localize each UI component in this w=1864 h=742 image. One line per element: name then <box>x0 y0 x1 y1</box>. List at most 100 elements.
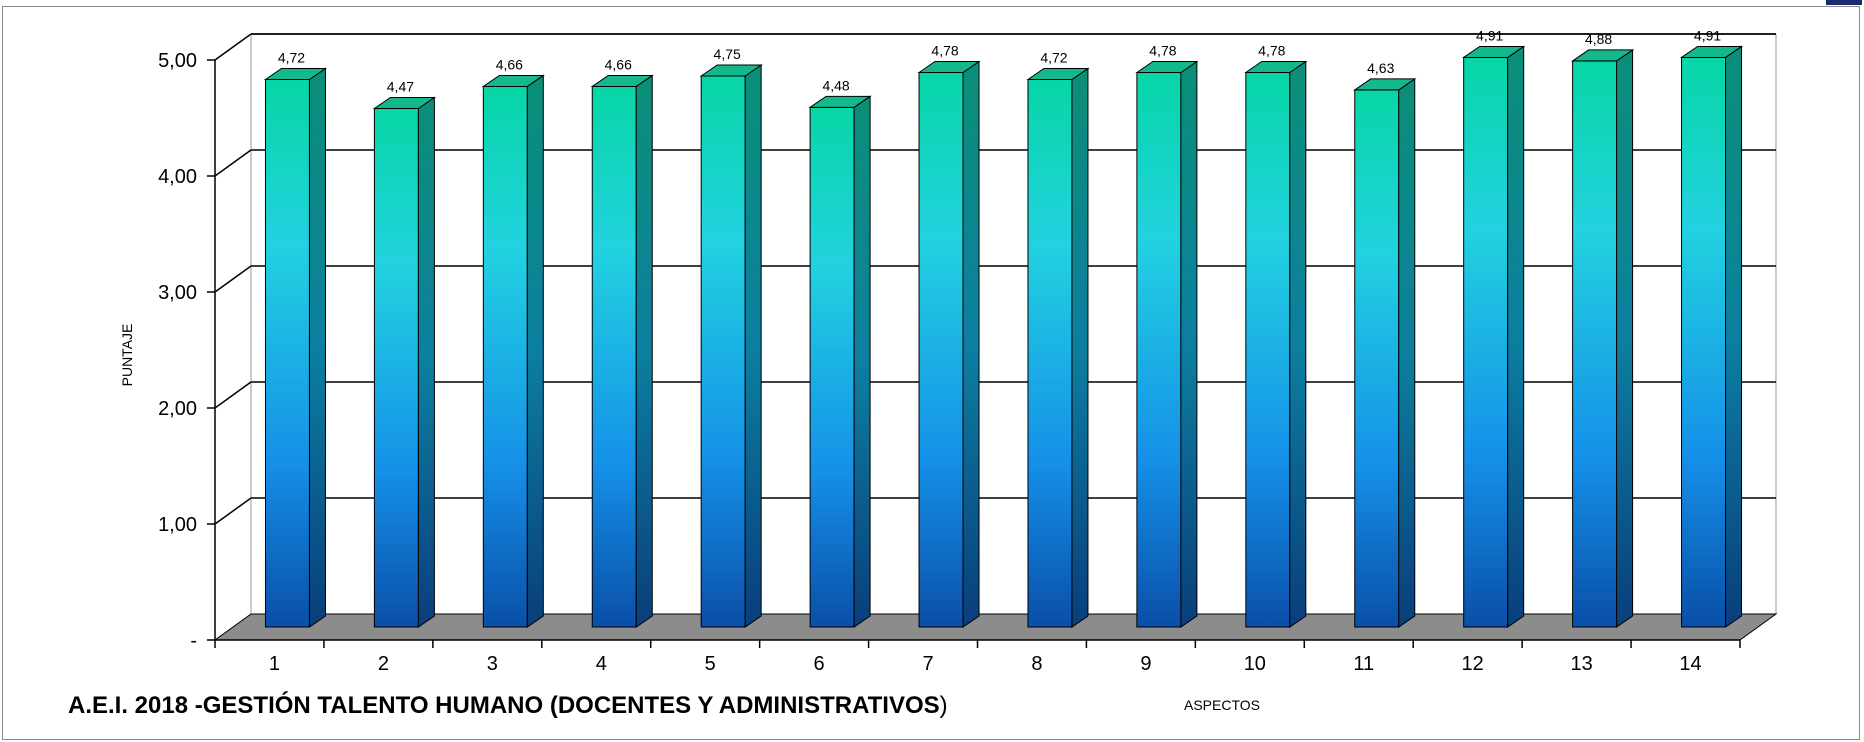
x-tick-label: 14 <box>1679 653 1701 675</box>
corner-logo-fragment <box>1826 0 1862 5</box>
bar-front <box>918 72 964 628</box>
bar-front <box>1354 89 1400 628</box>
y-tick-label: 4,00 <box>158 166 197 188</box>
bar-value-label: 4,78 <box>1149 43 1176 59</box>
bar-front <box>1245 72 1291 628</box>
y-tick-label: 2,00 <box>158 398 197 420</box>
bar <box>699 64 763 628</box>
bar-top <box>590 74 654 87</box>
x-tick-label: 1 <box>269 653 280 675</box>
bar-side <box>1616 48 1634 628</box>
bar-front <box>1136 72 1182 628</box>
gridline-depth <box>214 149 252 177</box>
bar-value-label: 4,75 <box>714 46 741 62</box>
x-tick-label: 4 <box>596 653 607 675</box>
bar-top <box>372 96 437 109</box>
bar-side <box>1507 45 1525 628</box>
bar-top <box>1135 61 1199 74</box>
bar <box>808 95 872 628</box>
x-tick-label: 11 <box>1353 653 1374 675</box>
bar-top <box>1353 78 1417 91</box>
x-tick-label: 2 <box>378 653 389 675</box>
bar <box>590 74 654 628</box>
bar <box>1462 45 1526 628</box>
bar-front <box>373 107 419 628</box>
bar <box>263 67 328 628</box>
x-tick-label: 5 <box>705 653 716 675</box>
bar-front <box>700 75 746 628</box>
bar <box>917 60 981 628</box>
x-tick-label: 8 <box>1031 653 1042 675</box>
bar-top <box>1026 67 1090 80</box>
bar-value-label: 4,72 <box>1040 49 1067 65</box>
bar <box>1026 67 1090 628</box>
bar-top <box>1679 45 1744 58</box>
footer-title-suffix: ) <box>939 692 948 719</box>
bar <box>1244 60 1308 628</box>
bar-front <box>482 85 528 628</box>
bar-top <box>699 64 763 77</box>
x-axis-label: ASPECTOS <box>1184 697 1260 713</box>
y-tick-label: 1,00 <box>158 514 197 536</box>
x-axis: 1 2 3 4 5 6 7 8 9 10 11 12 13 14 <box>214 639 1741 675</box>
chart-gridlines <box>214 33 1776 525</box>
bars-group <box>263 45 1744 628</box>
gridline-depth <box>214 381 252 409</box>
bar-top <box>1462 45 1526 58</box>
x-tick-label: 12 <box>1462 653 1484 675</box>
bar-top <box>1244 61 1308 74</box>
chart-walls <box>214 33 1777 640</box>
bar-value-label: 4,91 <box>1476 27 1503 43</box>
bar-front <box>809 106 855 628</box>
bar-value-label: 4,72 <box>278 49 305 65</box>
floor-plane <box>213 613 1778 641</box>
x-tick-label: 6 <box>814 653 825 675</box>
bar-side <box>744 64 762 628</box>
bar-side <box>417 96 435 628</box>
bar-side <box>962 60 980 628</box>
bar-side <box>853 95 871 628</box>
bar-value-label: 4,88 <box>1585 31 1612 47</box>
bar <box>1135 60 1199 628</box>
bar-front <box>1027 78 1073 628</box>
bar <box>1570 48 1635 628</box>
x-tick-label: 10 <box>1244 653 1266 675</box>
bar-side <box>1725 45 1743 628</box>
bar-side <box>1071 67 1089 628</box>
bar-front <box>1463 56 1509 628</box>
x-tick-label: 7 <box>922 653 933 675</box>
bar-value-label: 4,63 <box>1367 60 1394 76</box>
bar-front <box>1572 60 1618 628</box>
bar <box>481 74 545 628</box>
bar-side <box>635 74 653 628</box>
gridline-depth <box>214 497 252 525</box>
y-axis-label: PUNTAJE <box>119 324 135 387</box>
bar-top <box>808 95 872 108</box>
y-tick-label: - <box>190 630 197 652</box>
footer-title: A.E.I. 2018 -GESTIÓN TALENTO HUMANO (DOC… <box>68 692 948 720</box>
bar-value-label: 4,66 <box>496 56 523 72</box>
bar-value-label: 4,78 <box>931 43 958 59</box>
x-tick-label: 3 <box>487 653 498 675</box>
bar-value-label: 4,66 <box>605 56 632 72</box>
x-tick-label: 13 <box>1570 653 1592 675</box>
gridline-depth <box>214 33 252 61</box>
chart-floor <box>213 613 1778 641</box>
bar-side <box>1289 60 1307 628</box>
bar-value-label: 4,78 <box>1258 43 1285 59</box>
bar-side <box>1398 77 1416 628</box>
bar-front <box>264 78 310 628</box>
bar-value-label: 4,48 <box>822 77 849 93</box>
bar-side <box>526 74 544 628</box>
bar-value-label: 4,47 <box>387 78 414 94</box>
bar-front <box>1681 56 1727 628</box>
bar-side <box>308 67 326 628</box>
value-labels-group: 4,72 4,47 4,66 4,66 4,75 4,48 4,78 4,72 4,78 4,78… <box>278 27 1722 94</box>
bar-value-label: 4,91 <box>1694 27 1721 43</box>
bar-side <box>1180 60 1198 628</box>
bar-top <box>481 74 545 87</box>
bar-top <box>1570 49 1635 62</box>
y-tick-label: 3,00 <box>158 282 197 304</box>
bar-top <box>917 61 981 74</box>
chart-frame <box>2 6 1860 740</box>
